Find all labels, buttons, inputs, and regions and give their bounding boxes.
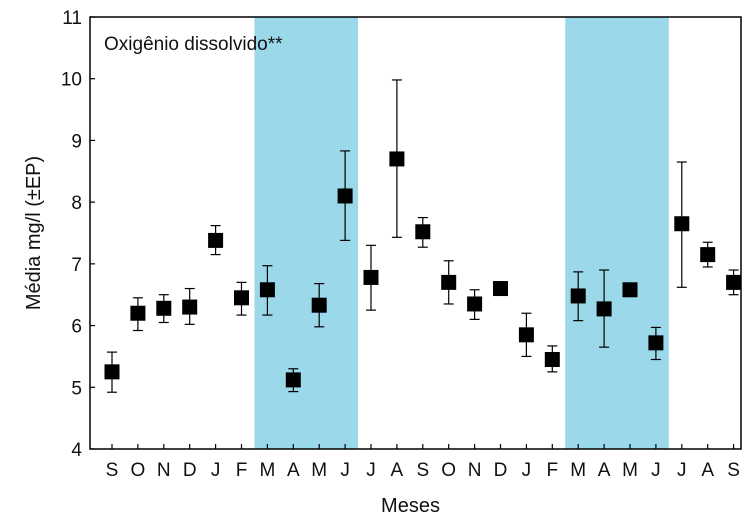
x-tick-label: A [701, 460, 714, 481]
x-tick-label: D [494, 460, 508, 481]
data-point [259, 282, 275, 298]
data-point [234, 290, 249, 306]
x-tick-label: S [727, 460, 740, 481]
x-tick-label: M [311, 460, 327, 481]
x-tick-label: S [106, 460, 119, 481]
data-point [208, 232, 224, 248]
data-point [493, 281, 508, 297]
data-point [596, 301, 612, 317]
x-tick-label: J [651, 460, 661, 481]
data-markers [104, 151, 742, 388]
y-axis-ticks: 4 5 6 7 8 9 10 11 [61, 8, 95, 461]
data-point [363, 269, 379, 285]
data-point [389, 151, 405, 167]
data-point [415, 224, 431, 240]
x-tick-label: F [546, 460, 558, 481]
chart-annotation: Oxigênio dissolvido** [104, 34, 283, 55]
y-tick-label: 6 [71, 317, 82, 338]
x-tick-label: A [287, 460, 300, 481]
x-tick-label: M [570, 460, 586, 481]
data-point [570, 288, 586, 304]
x-tick-label: J [340, 460, 350, 481]
x-tick-label: M [259, 460, 275, 481]
data-point [622, 282, 638, 298]
y-tick-label: 8 [71, 193, 82, 214]
data-point [726, 274, 742, 290]
shaded-band-2 [565, 17, 669, 449]
data-point [544, 352, 560, 368]
x-tick-label: F [236, 460, 248, 481]
data-point [104, 364, 120, 380]
x-tick-label: J [522, 460, 532, 481]
data-point [648, 335, 664, 351]
x-tick-label: A [391, 460, 404, 481]
y-tick-label: 11 [62, 8, 82, 29]
data-point [467, 296, 483, 312]
y-axis-title: Média mg/l (±EP) [23, 156, 45, 310]
data-point [674, 216, 690, 232]
plot-frame [89, 16, 742, 450]
x-tick-label: J [366, 460, 376, 481]
x-tick-label: N [468, 460, 482, 481]
wet-season-shading [254, 17, 669, 449]
data-point [311, 297, 327, 313]
data-point [182, 299, 198, 315]
data-point [285, 372, 301, 388]
data-point [337, 188, 353, 204]
y-tick-label: 10 [61, 70, 82, 91]
x-tick-label: O [441, 460, 456, 481]
y-tick-label: 4 [71, 440, 82, 461]
y-tick-label: 7 [71, 255, 82, 276]
x-tick-label: O [131, 460, 146, 481]
x-tick-label: N [157, 460, 171, 481]
x-axis-title: Meses [381, 495, 440, 517]
x-tick-label: M [622, 460, 638, 481]
y-tick-label: 5 [71, 378, 82, 399]
data-point [700, 247, 716, 263]
y-tick-label: 9 [71, 131, 82, 152]
data-point [441, 274, 457, 290]
x-tick-label: D [183, 460, 197, 481]
shaded-band-1 [254, 17, 359, 449]
x-tick-label: A [598, 460, 611, 481]
x-tick-label: S [416, 460, 429, 481]
x-tick-label: J [211, 460, 221, 481]
data-point [130, 305, 146, 321]
data-point [518, 327, 534, 343]
x-tick-label: J [677, 460, 687, 481]
data-point [156, 300, 172, 316]
